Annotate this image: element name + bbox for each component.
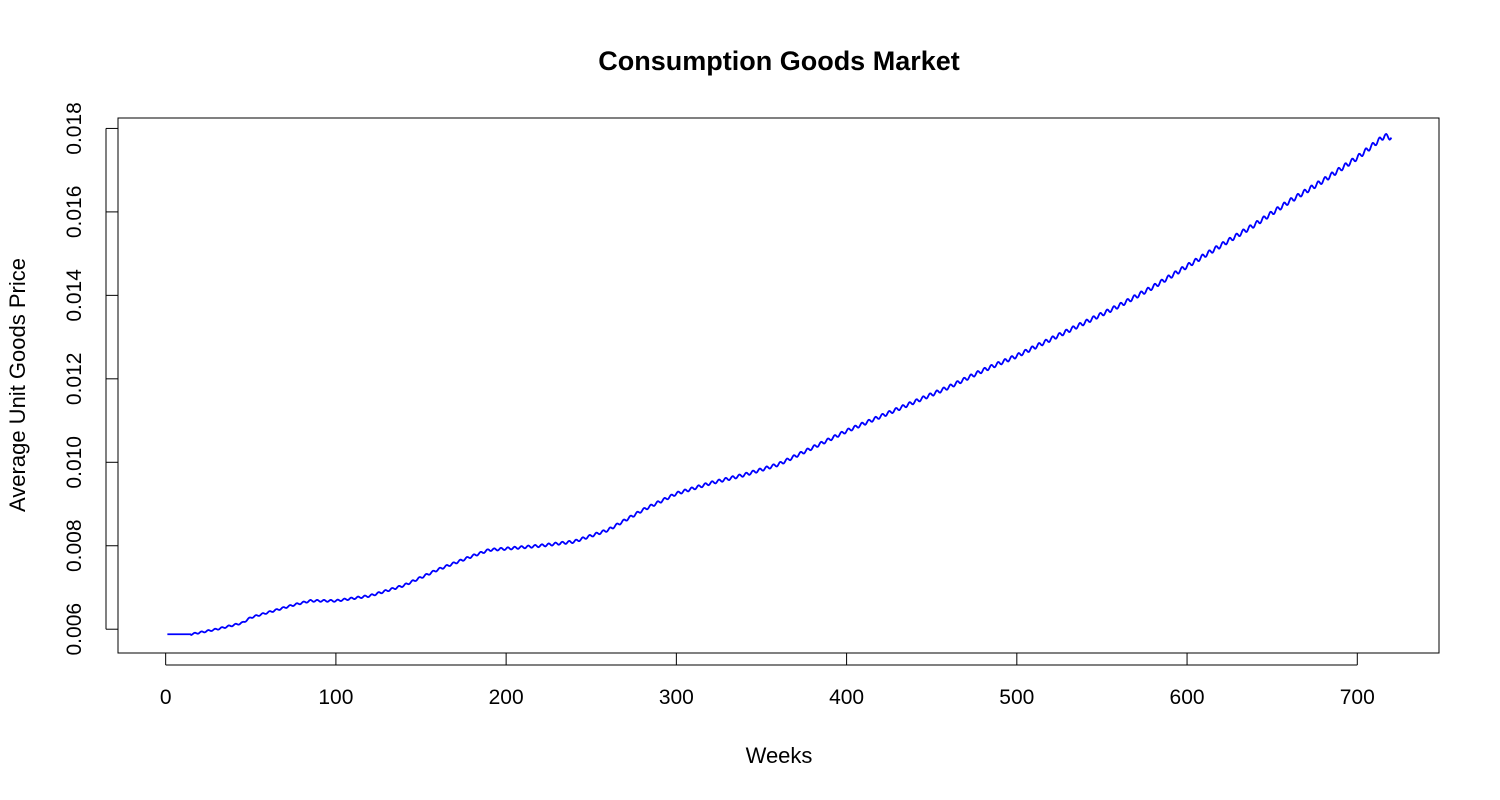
series-line-0 [167, 132, 1393, 636]
x-tick-label: 100 [318, 686, 353, 709]
x-axis-label: Weeks [746, 743, 813, 768]
x-tick-label: 700 [1340, 686, 1375, 709]
y-tick-label: 0.018 [63, 102, 86, 155]
y-axis: 0.006 0.008 0.010 0.012 0.014 0.016 0.018 [63, 102, 118, 655]
x-tick-label: 300 [659, 686, 694, 709]
y-tick-label: 0.012 [63, 353, 86, 406]
chart-title: Consumption Goods Market [598, 46, 960, 76]
x-tick-label: 600 [1170, 686, 1205, 709]
y-tick-label: 0.014 [63, 269, 86, 322]
y-tick-label: 0.016 [63, 186, 86, 239]
y-axis-label: Average Unit Goods Price [5, 258, 30, 512]
y-tick-label: 0.008 [63, 519, 86, 572]
plot-frame [117, 117, 1440, 654]
x-tick-label: 200 [489, 686, 524, 709]
y-tick-label: 0.010 [63, 436, 86, 489]
y-tick-label: 0.006 [63, 603, 86, 656]
x-axis: 0 100 200 300 400 500 600 700 [160, 653, 1375, 709]
x-tick-label: 500 [999, 686, 1034, 709]
x-tick-label: 0 [160, 686, 172, 709]
x-tick-label: 400 [829, 686, 864, 709]
series-layer [167, 132, 1393, 636]
